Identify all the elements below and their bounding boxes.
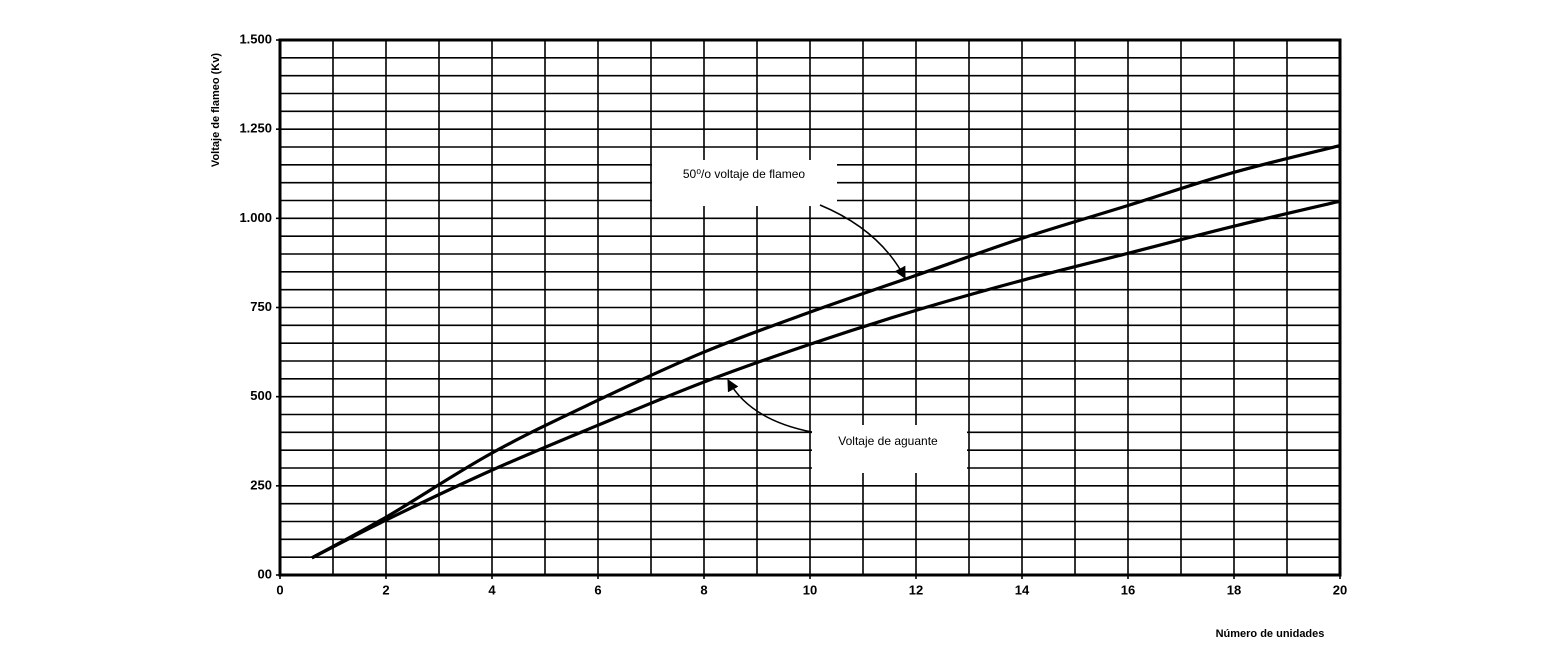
annotation-arrow: [819, 204, 906, 280]
y-tick-label: 1.250: [239, 121, 272, 136]
y-tick-label: 1.000: [239, 210, 272, 225]
annotation-arrow: [727, 378, 813, 433]
series-line: [311, 199, 1341, 560]
x-tick-label: 12: [909, 582, 923, 597]
y-tick-label: 00: [258, 566, 272, 581]
y-axis-label: Voltaje de flameo (Kv): [210, 53, 222, 167]
plot-frame: [278, 38, 1342, 577]
grid: [276, 39, 1341, 579]
x-axis-label: Número de unidades: [1216, 628, 1325, 640]
annotation-label: Voltaje de aguante: [838, 434, 938, 448]
y-tick-label: 500: [250, 388, 272, 403]
x-tick-label: 16: [1121, 582, 1135, 597]
x-tick-label: 4: [488, 582, 496, 597]
x-tick-label: 18: [1227, 582, 1241, 597]
x-tick-label: 10: [803, 582, 817, 597]
y-tick-label: 1.500: [239, 31, 272, 46]
x-tick-label: 14: [1015, 582, 1030, 597]
x-tick-label: 2: [382, 582, 389, 597]
annotation: Voltaje de aguante: [727, 378, 967, 473]
annotation-label: 50⁰/o voltaje de flameo: [683, 167, 806, 181]
y-tick-label: 250: [250, 477, 272, 492]
series-line: [311, 144, 1341, 560]
x-tick-label: 8: [700, 582, 707, 597]
x-tick-label: 6: [594, 582, 601, 597]
annotation-box: [812, 425, 967, 473]
lines: [311, 144, 1341, 560]
x-tick-label: 0: [276, 582, 283, 597]
annotation: 50⁰/o voltaje de flameo: [652, 160, 906, 280]
x-tick-label: 20: [1333, 582, 1347, 597]
y-tick-label: 750: [250, 299, 272, 314]
annotation-box: [652, 160, 837, 206]
